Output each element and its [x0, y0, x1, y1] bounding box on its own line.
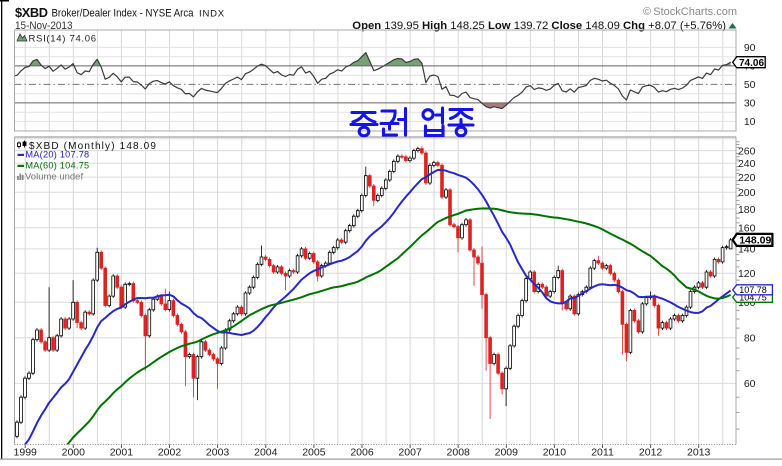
svg-text:Broker/Dealer Index - NYSE Arc: Broker/Dealer Index - NYSE Arca: [52, 8, 195, 20]
svg-text:148.09: 148.09: [739, 234, 771, 246]
svg-text:74.06: 74.06: [739, 58, 764, 69]
svg-text:2005: 2005: [302, 447, 326, 459]
svg-text:30: 30: [744, 98, 756, 110]
svg-text:Volume undef: Volume undef: [25, 172, 83, 183]
svg-text:© StockCharts.com: © StockCharts.com: [643, 6, 737, 18]
svg-text:RSI(14) 74.06: RSI(14) 74.06: [29, 34, 97, 45]
svg-text:240: 240: [738, 158, 756, 170]
svg-text:60: 60: [744, 378, 756, 390]
svg-text:2013: 2013: [687, 447, 711, 459]
svg-text:80: 80: [744, 333, 756, 345]
svg-text:10: 10: [744, 116, 756, 128]
svg-text:90: 90: [744, 42, 756, 54]
svg-text:2009: 2009: [495, 447, 519, 459]
svg-text:$XBD (Monthly) 148.09: $XBD (Monthly) 148.09: [29, 141, 157, 152]
svg-text:15-Nov-2013: 15-Nov-2013: [15, 20, 73, 32]
svg-text:2003: 2003: [206, 447, 230, 459]
svg-text:2001: 2001: [110, 447, 134, 459]
svg-text:120: 120: [738, 268, 756, 280]
svg-text:50: 50: [744, 79, 756, 91]
svg-text:2007: 2007: [398, 447, 422, 459]
svg-text:2010: 2010: [543, 447, 567, 459]
svg-text:Open 139.95 High 148.25 Low 13: Open 139.95 High 148.25 Low 139.72 Close…: [352, 20, 726, 32]
svg-text:260: 260: [738, 145, 756, 157]
svg-text:107.78: 107.78: [739, 285, 767, 295]
svg-text:180: 180: [738, 204, 756, 216]
svg-text:2000: 2000: [62, 447, 86, 459]
svg-text:2008: 2008: [447, 447, 471, 459]
svg-text:104.75: 104.75: [739, 293, 767, 303]
svg-text:$XBD: $XBD: [15, 5, 48, 20]
svg-text:2002: 2002: [158, 447, 182, 459]
svg-text:MA(60) 104.75: MA(60) 104.75: [25, 161, 89, 171]
svg-text:2012: 2012: [639, 447, 663, 459]
svg-text:1999: 1999: [14, 447, 38, 459]
svg-text:2011: 2011: [591, 447, 614, 459]
svg-text:220: 220: [738, 172, 756, 184]
svg-text:MA(20) 107.78: MA(20) 107.78: [25, 150, 89, 160]
svg-text:200: 200: [738, 187, 756, 199]
svg-text:160: 160: [738, 223, 756, 235]
svg-text:2006: 2006: [350, 447, 374, 459]
svg-text:INDX: INDX: [199, 9, 225, 20]
svg-text:2004: 2004: [254, 447, 278, 459]
